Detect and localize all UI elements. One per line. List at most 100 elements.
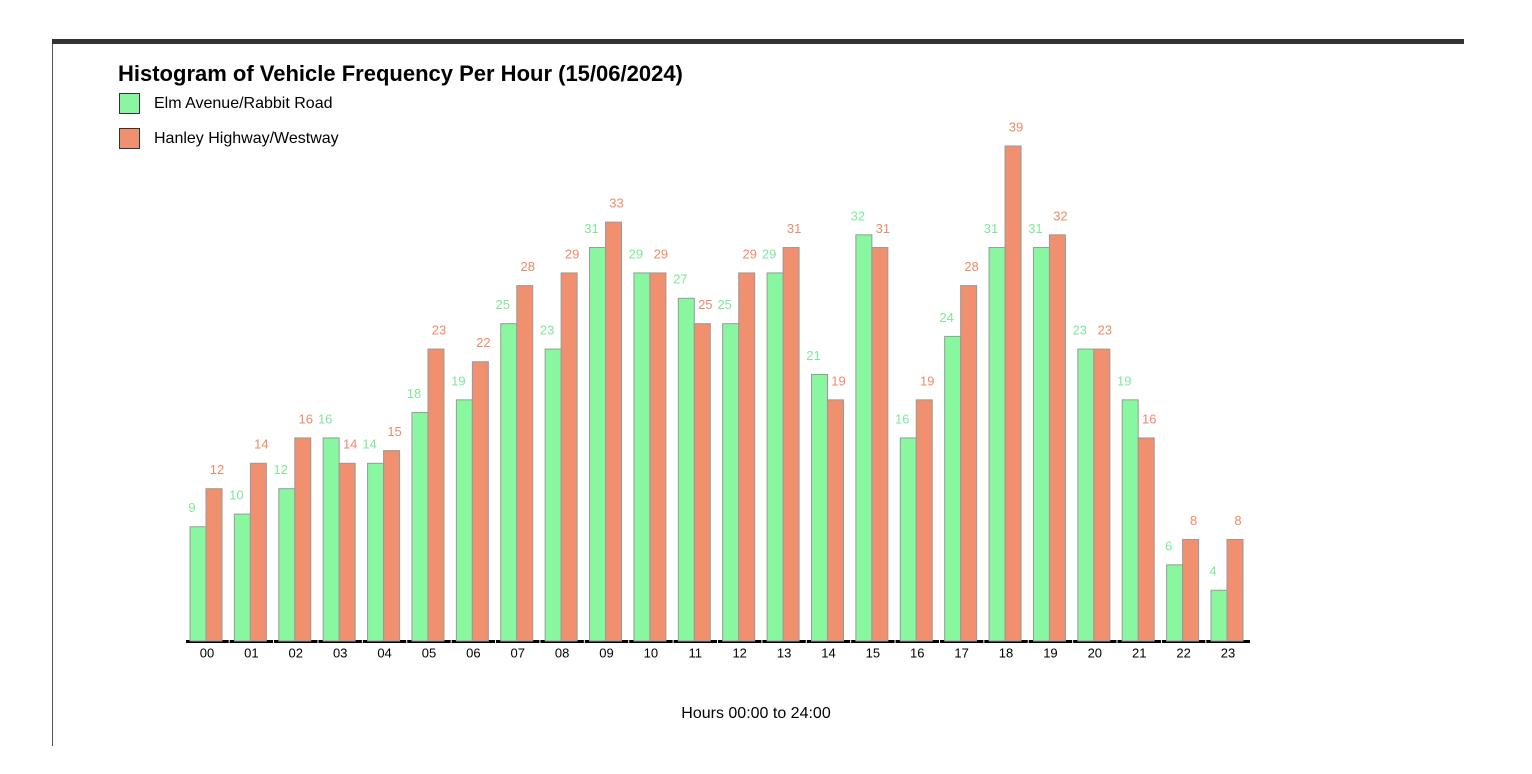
value-label: 18	[407, 386, 421, 401]
bar	[960, 285, 978, 642]
bar	[782, 247, 800, 642]
value-label: 27	[673, 272, 687, 287]
bar	[766, 272, 784, 642]
bar	[722, 323, 740, 642]
bar	[826, 399, 844, 642]
bar	[649, 272, 667, 642]
value-label: 28	[521, 259, 535, 274]
x-tick-label: 15	[866, 645, 880, 660]
x-tick-label: 04	[377, 645, 391, 660]
x-tick-label: 08	[555, 645, 569, 660]
legend-swatch	[119, 93, 140, 114]
x-tick-label: 09	[599, 645, 613, 660]
value-label: 12	[274, 462, 288, 477]
value-label: 16	[895, 411, 909, 426]
x-tick-label: 13	[777, 645, 791, 660]
value-label: 29	[629, 246, 643, 261]
bar	[544, 348, 562, 642]
bar	[1226, 538, 1244, 642]
value-label: 19	[1117, 373, 1131, 388]
x-tick-label: 01	[244, 645, 258, 660]
value-label: 29	[565, 246, 579, 261]
x-tick-label: 12	[732, 645, 746, 660]
value-label: 10	[229, 488, 243, 503]
value-label: 32	[851, 208, 865, 223]
bar	[411, 412, 429, 642]
bar	[427, 348, 445, 642]
bar	[516, 285, 534, 642]
bar	[189, 526, 207, 642]
bar	[1121, 399, 1139, 642]
value-label: 25	[496, 297, 510, 312]
x-tick-label: 20	[1088, 645, 1102, 660]
x-tick-label: 05	[422, 645, 436, 660]
value-label: 25	[698, 297, 712, 312]
value-label: 4	[1209, 564, 1216, 579]
top-bar	[52, 39, 1464, 44]
value-label: 9	[188, 500, 195, 515]
bar	[988, 247, 1006, 642]
value-label: 39	[1009, 119, 1023, 134]
value-label: 22	[476, 335, 490, 350]
value-label: 16	[299, 411, 313, 426]
x-tick-label: 00	[200, 645, 214, 660]
value-label: 14	[343, 437, 357, 452]
bar	[1137, 437, 1155, 642]
value-label: 15	[387, 424, 401, 439]
x-tick-label: 14	[821, 645, 835, 660]
bar	[605, 221, 623, 642]
value-label: 31	[787, 221, 801, 236]
x-tick-label: 23	[1221, 645, 1235, 660]
bar	[944, 335, 962, 642]
x-tick-label: 21	[1132, 645, 1146, 660]
legend-label: Hanley Highway/Westway	[154, 130, 339, 147]
value-label: 6	[1165, 538, 1172, 553]
x-tick-label: 22	[1176, 645, 1190, 660]
bar	[383, 450, 401, 642]
bar	[249, 462, 267, 642]
bar	[205, 488, 223, 642]
bar	[738, 272, 756, 642]
bar	[471, 361, 489, 642]
value-label: 29	[654, 246, 668, 261]
bar	[871, 247, 889, 642]
x-tick-label: 18	[999, 645, 1013, 660]
bar	[322, 437, 340, 642]
bar	[899, 437, 917, 642]
value-label: 31	[984, 221, 998, 236]
value-label: 14	[254, 437, 268, 452]
bar	[915, 399, 933, 642]
bar	[278, 488, 296, 642]
x-tick-label: 16	[910, 645, 924, 660]
x-tick-label: 06	[466, 645, 480, 660]
value-label: 19	[451, 373, 465, 388]
value-label: 16	[318, 411, 332, 426]
value-label: 16	[1142, 411, 1156, 426]
value-label: 21	[806, 348, 820, 363]
bar	[1032, 247, 1050, 642]
value-label: 14	[362, 437, 376, 452]
x-tick-label: 02	[289, 645, 303, 660]
bar	[1077, 348, 1095, 642]
bar	[1210, 589, 1228, 642]
bar	[677, 297, 695, 642]
bar	[367, 462, 385, 642]
legend-label: Elm Avenue/Rabbit Road	[154, 95, 332, 112]
bar	[1182, 538, 1200, 642]
bar	[1048, 234, 1066, 642]
x-tick-label: 19	[1043, 645, 1057, 660]
bar	[589, 247, 607, 642]
bar	[500, 323, 518, 642]
bar	[810, 373, 828, 642]
bar	[294, 437, 312, 642]
value-label: 31	[1028, 221, 1042, 236]
value-label: 23	[1073, 323, 1087, 338]
value-label: 23	[1098, 323, 1112, 338]
x-tick-label: 10	[644, 645, 658, 660]
bar	[455, 399, 473, 642]
bar	[1166, 564, 1184, 642]
value-label: 19	[920, 373, 934, 388]
value-label: 29	[762, 246, 776, 261]
value-label: 29	[742, 246, 756, 261]
